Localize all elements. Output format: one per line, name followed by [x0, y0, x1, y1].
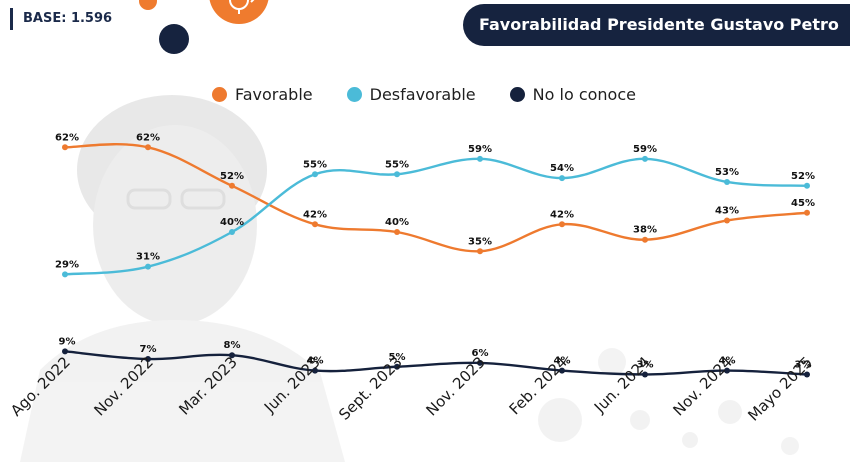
data-point-no-lo-conoce: [804, 371, 810, 378]
data-point-favorable: [145, 144, 151, 151]
orange-dot: [139, 0, 157, 10]
data-label-no-lo-conoce: 8%: [224, 340, 241, 351]
series-line-favorable: [64, 143, 808, 253]
data-label-no-lo-conoce: 5%: [389, 352, 406, 363]
legend-desfavorable-marker: [346, 86, 362, 102]
data-point-favorable: [229, 182, 235, 189]
data-label-favorable: 52%: [220, 171, 244, 182]
x-tick-label: Mar. 2023: [175, 353, 241, 419]
data-label-favorable: 62%: [136, 132, 160, 143]
data-point-no-lo-conoce: [642, 371, 648, 378]
data-label-desfavorable: 55%: [303, 159, 327, 170]
data-label-desfavorable: 54%: [550, 163, 574, 174]
legend: Favorable Desfavorable No lo conoce: [212, 82, 670, 106]
data-point-desfavorable: [804, 182, 810, 189]
data-label-no-lo-conoce: 4%: [719, 356, 736, 367]
data-label-favorable: 42%: [303, 209, 327, 220]
data-label-desfavorable: 55%: [385, 159, 409, 170]
data-point-favorable: [394, 229, 400, 235]
data-point-favorable: [724, 217, 730, 224]
data-label-favorable: 35%: [468, 236, 492, 247]
data-point-desfavorable: [477, 155, 483, 162]
data-label-favorable: 40%: [385, 217, 409, 228]
legend-item-no-lo-conoce: No lo conoce: [509, 84, 636, 104]
data-label-no-lo-conoce: 4%: [554, 356, 571, 367]
x-tick-label: Nov. 2024: [669, 353, 735, 419]
data-point-no-lo-conoce: [312, 367, 318, 374]
data-label-no-lo-conoce: 6%: [472, 348, 489, 359]
data-label-desfavorable: 52%: [791, 171, 815, 182]
data-point-desfavorable: [724, 178, 730, 185]
data-label-desfavorable: 31%: [136, 252, 160, 263]
lightbulb-badge-icon: [209, 0, 269, 24]
x-tick-label: Sept. 2023: [335, 353, 406, 424]
data-label-no-lo-conoce: 3%: [637, 359, 654, 370]
legend-no-lo-conoce-label: No lo conoce: [532, 84, 636, 104]
data-point-no-lo-conoce: [559, 367, 565, 374]
data-point-desfavorable: [229, 229, 235, 235]
data-label-desfavorable: 40%: [220, 217, 244, 228]
data-label-favorable: 43%: [715, 205, 739, 216]
data-label-no-lo-conoce: 9%: [59, 336, 76, 347]
sample-base-label: BASE: 1.596: [10, 8, 112, 30]
series-line-no-lo-conoce: [64, 350, 808, 376]
legend-item-desfavorable: Desfavorable: [346, 84, 476, 104]
data-point-no-lo-conoce: [229, 352, 235, 359]
x-tick-label: Jun. 2024: [590, 353, 654, 417]
data-point-desfavorable: [312, 171, 318, 178]
data-label-desfavorable: 59%: [633, 144, 657, 155]
data-point-favorable: [559, 221, 565, 228]
x-tick-label: Ago. 2022: [7, 353, 74, 420]
data-label-favorable: 62%: [55, 132, 79, 143]
data-point-favorable: [642, 236, 648, 243]
legend-favorable-label: Favorable: [235, 84, 313, 104]
data-point-no-lo-conoce: [62, 348, 68, 355]
data-label-desfavorable: 59%: [468, 144, 492, 155]
legend-no-lo-conoce-marker: [509, 86, 525, 102]
bokeh-decoration: [538, 348, 799, 455]
series-line-desfavorable: [64, 157, 808, 276]
data-point-desfavorable: [394, 171, 400, 178]
data-point-favorable: [312, 221, 318, 228]
data-label-favorable: 45%: [791, 198, 815, 209]
data-label-desfavorable: 53%: [715, 167, 739, 178]
legend-favorable-marker: [212, 86, 227, 102]
legend-desfavorable-label: Desfavorable: [369, 84, 476, 104]
data-point-no-lo-conoce: [394, 363, 400, 370]
data-point-favorable: [62, 144, 68, 151]
data-point-desfavorable: [642, 155, 648, 162]
x-tick-label: Nov. 2022: [90, 353, 156, 419]
x-tick-label: Mayo 2025: [744, 353, 816, 425]
data-label-no-lo-conoce: 4%: [307, 356, 324, 367]
data-point-favorable: [477, 248, 483, 255]
data-point-desfavorable: [559, 175, 565, 182]
data-point-no-lo-conoce: [145, 356, 151, 363]
data-label-desfavorable: 29%: [55, 259, 79, 270]
data-label-favorable: 38%: [633, 225, 657, 236]
data-point-no-lo-conoce: [724, 367, 730, 374]
data-point-no-lo-conoce: [477, 359, 483, 366]
data-label-no-lo-conoce: 3%: [795, 359, 812, 370]
data-label-no-lo-conoce: 7%: [140, 344, 157, 355]
chart-title: Favorabilidad Presidente Gustavo Petro: [463, 4, 850, 46]
data-point-favorable: [804, 209, 810, 216]
navy-dot: [159, 24, 189, 54]
data-point-desfavorable: [145, 263, 151, 270]
data-label-favorable: 42%: [550, 209, 574, 220]
x-tick-label: Feb. 2024: [506, 353, 571, 418]
data-point-desfavorable: [62, 271, 68, 278]
legend-item-favorable: Favorable: [212, 85, 313, 104]
